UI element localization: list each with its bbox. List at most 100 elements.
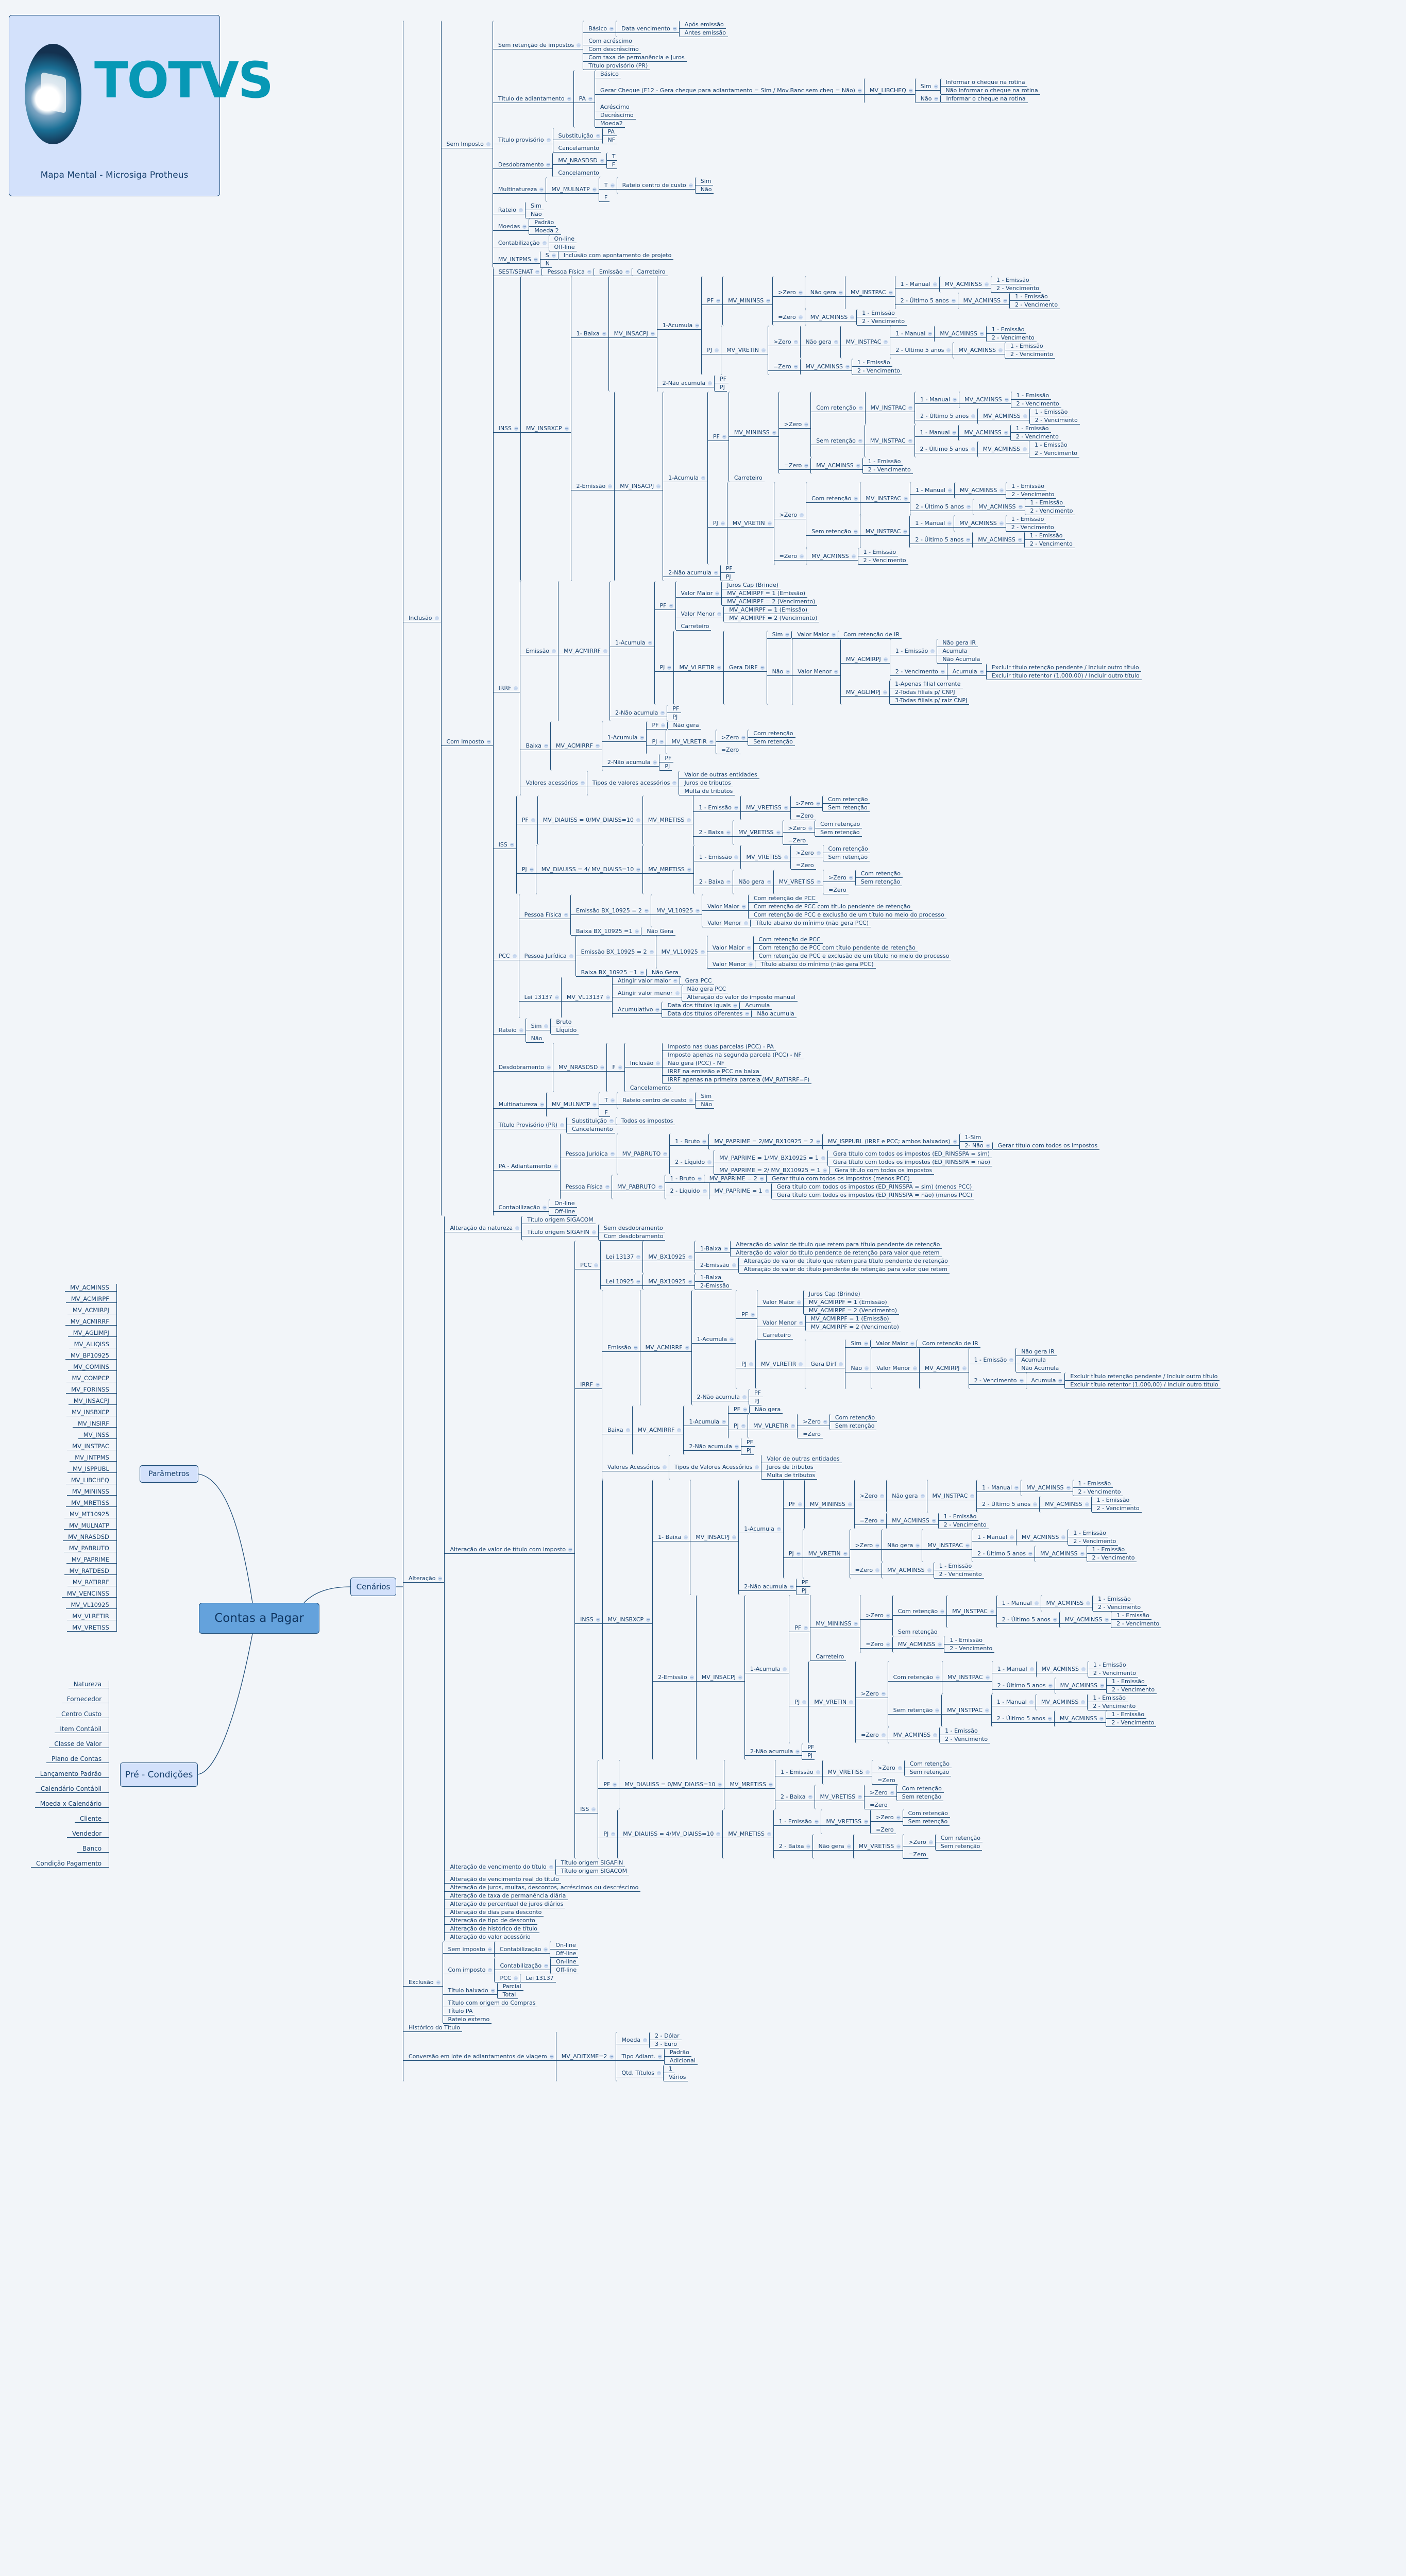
collapse-toggle-icon[interactable]: [716, 1832, 721, 1836]
node-label[interactable]: MV_ACMIRPF = 1 (Emissão): [729, 606, 808, 613]
collapse-toggle-icon[interactable]: [568, 1547, 573, 1552]
node-label[interactable]: Adicional: [669, 2057, 696, 2064]
collapse-toggle-icon[interactable]: [1028, 1551, 1033, 1556]
node-label[interactable]: Sim: [920, 83, 931, 90]
collapse-toggle-icon[interactable]: [933, 282, 937, 286]
node-label[interactable]: MV_ACMINSS: [1060, 1682, 1098, 1689]
node-label[interactable]: 1 - Emissão: [1016, 392, 1049, 399]
node-label[interactable]: MV_ACMIRPF = 2 (Vencimento): [810, 1324, 899, 1330]
collapse-toggle-icon[interactable]: [1086, 1601, 1091, 1605]
collapse-toggle-icon[interactable]: [510, 842, 514, 847]
node-label[interactable]: Moedas: [498, 223, 520, 230]
node-label[interactable]: Não: [772, 668, 784, 675]
parametro-item[interactable]: MV_MININSS: [66, 1488, 116, 1496]
node-label[interactable]: MV_VRETISS: [746, 854, 782, 860]
node-label[interactable]: F: [604, 194, 608, 201]
node-label[interactable]: 2 - Vencimento: [1098, 1604, 1141, 1611]
node-label[interactable]: Sim: [530, 202, 541, 209]
node-label[interactable]: >Zero: [788, 825, 806, 832]
collapse-toggle-icon[interactable]: [865, 1366, 869, 1370]
parametro-item[interactable]: MV_PAPRIME: [66, 1556, 116, 1564]
collapse-toggle-icon[interactable]: [804, 422, 809, 427]
node-label[interactable]: 1 - Emissão: [1029, 532, 1063, 539]
collapse-toggle-icon[interactable]: [687, 867, 691, 872]
collapse-toggle-icon[interactable]: [646, 1617, 651, 1622]
node-label[interactable]: 1 - Emissão: [1011, 516, 1044, 522]
node-label[interactable]: PJ: [794, 1699, 800, 1705]
node-label[interactable]: Pessoa Física: [524, 911, 562, 918]
node-label[interactable]: MV_ACMINSS: [963, 297, 1001, 304]
node-label[interactable]: >Zero: [866, 1612, 884, 1619]
node-label[interactable]: 1- Baixa: [658, 1534, 682, 1540]
collapse-toggle-icon[interactable]: [663, 1151, 668, 1156]
node-label[interactable]: Cancelamento: [630, 1084, 671, 1091]
node-label[interactable]: 1 - Bruto: [675, 1138, 700, 1145]
node-label[interactable]: 2 - Último 5 anos: [920, 413, 969, 419]
node-label[interactable]: Atingir valor maior: [618, 977, 671, 984]
node-label[interactable]: =Zero: [795, 812, 814, 819]
node-label[interactable]: Não gera: [818, 1843, 844, 1850]
node-label[interactable]: MV_PAPRIME = 2/ MV_BX10925 = 1: [719, 1167, 821, 1174]
collapse-toggle-icon[interactable]: [986, 1143, 990, 1148]
node-label[interactable]: MV_MININSS: [728, 297, 764, 304]
collapse-toggle-icon[interactable]: [951, 298, 956, 303]
collapse-toggle-icon[interactable]: [724, 1246, 729, 1251]
node-label[interactable]: Rateio externo: [448, 2016, 490, 2023]
node-label[interactable]: PJ: [665, 763, 670, 770]
collapse-toggle-icon[interactable]: [1023, 414, 1027, 418]
collapse-toggle-icon[interactable]: [1047, 1716, 1052, 1721]
node-label[interactable]: 2 - Vencimento: [1073, 1538, 1116, 1545]
node-label[interactable]: 3 - Euro: [655, 2041, 677, 2047]
node-label[interactable]: Título com origem do Compras: [448, 1999, 536, 2006]
node-label[interactable]: PF: [665, 755, 672, 761]
node-label[interactable]: MV_INSTPAC: [932, 1493, 968, 1499]
node-label[interactable]: MV_ACMINSS: [982, 446, 1021, 452]
node-label[interactable]: PJ: [521, 866, 527, 873]
collapse-toggle-icon[interactable]: [738, 1675, 742, 1680]
collapse-toggle-icon[interactable]: [687, 818, 691, 822]
collapse-toggle-icon[interactable]: [596, 133, 600, 138]
collapse-toggle-icon[interactable]: [658, 1184, 663, 1189]
parametro-item[interactable]: MV_MRETISS: [66, 1499, 116, 1507]
node-label[interactable]: 1 - Emissão: [1030, 499, 1063, 506]
collapse-toggle-icon[interactable]: [832, 632, 836, 637]
collapse-toggle-icon[interactable]: [785, 632, 790, 637]
node-label[interactable]: MV_INSTPAC: [947, 1674, 983, 1681]
collapse-toggle-icon[interactable]: [544, 1963, 549, 1968]
collapse-toggle-icon[interactable]: [1014, 1485, 1019, 1490]
node-label[interactable]: IRRF apenas na primeira parcela (MV_RATI…: [668, 1076, 810, 1083]
node-label[interactable]: Inclusão: [630, 1060, 654, 1066]
node-label[interactable]: Valor Menor: [681, 611, 715, 617]
node-label[interactable]: F: [612, 1064, 616, 1071]
collapse-toggle-icon[interactable]: [928, 1840, 933, 1844]
node-label[interactable]: Não: [531, 1035, 543, 1042]
node-label[interactable]: Data vencimento: [621, 25, 670, 32]
node-label[interactable]: 1 - Emissão: [778, 1818, 812, 1825]
collapse-toggle-icon[interactable]: [817, 879, 821, 884]
node-label[interactable]: Exclusão: [409, 1979, 434, 1986]
collapse-toggle-icon[interactable]: [875, 1543, 880, 1548]
node-label[interactable]: MV_VLRETIR: [679, 664, 715, 671]
collapse-toggle-icon[interactable]: [1061, 1535, 1066, 1539]
collapse-toggle-icon[interactable]: [916, 1543, 920, 1548]
collapse-toggle-icon[interactable]: [569, 954, 573, 958]
collapse-toggle-icon[interactable]: [684, 1535, 688, 1539]
collapse-toggle-icon[interactable]: [866, 1770, 870, 1774]
node-label[interactable]: 2 - Vencimento: [1015, 301, 1058, 308]
node-label[interactable]: 1 - Manual: [920, 429, 950, 436]
collapse-toggle-icon[interactable]: [1033, 1502, 1038, 1506]
node-label[interactable]: MV_ACMINSS: [1041, 1666, 1079, 1672]
node-label[interactable]: Lei 13137: [526, 1975, 554, 1981]
collapse-toggle-icon[interactable]: [633, 1345, 638, 1350]
collapse-toggle-icon[interactable]: [715, 591, 720, 596]
collapse-toggle-icon[interactable]: [952, 430, 957, 435]
collapse-toggle-icon[interactable]: [549, 2054, 554, 2059]
node-label[interactable]: PJ: [713, 520, 718, 527]
node-label[interactable]: MV_ACMINSS: [897, 1641, 936, 1648]
node-label[interactable]: Com Imposto: [446, 738, 484, 745]
node-label[interactable]: 1 - Emissão: [1015, 293, 1048, 300]
node-label[interactable]: Pessoa Jurídica: [565, 1150, 608, 1157]
collapse-toggle-icon[interactable]: [1058, 1378, 1063, 1383]
node-label[interactable]: Sim: [700, 178, 712, 184]
node-label[interactable]: MV_ACMIRPF = 2 (Vencimento): [727, 598, 816, 605]
